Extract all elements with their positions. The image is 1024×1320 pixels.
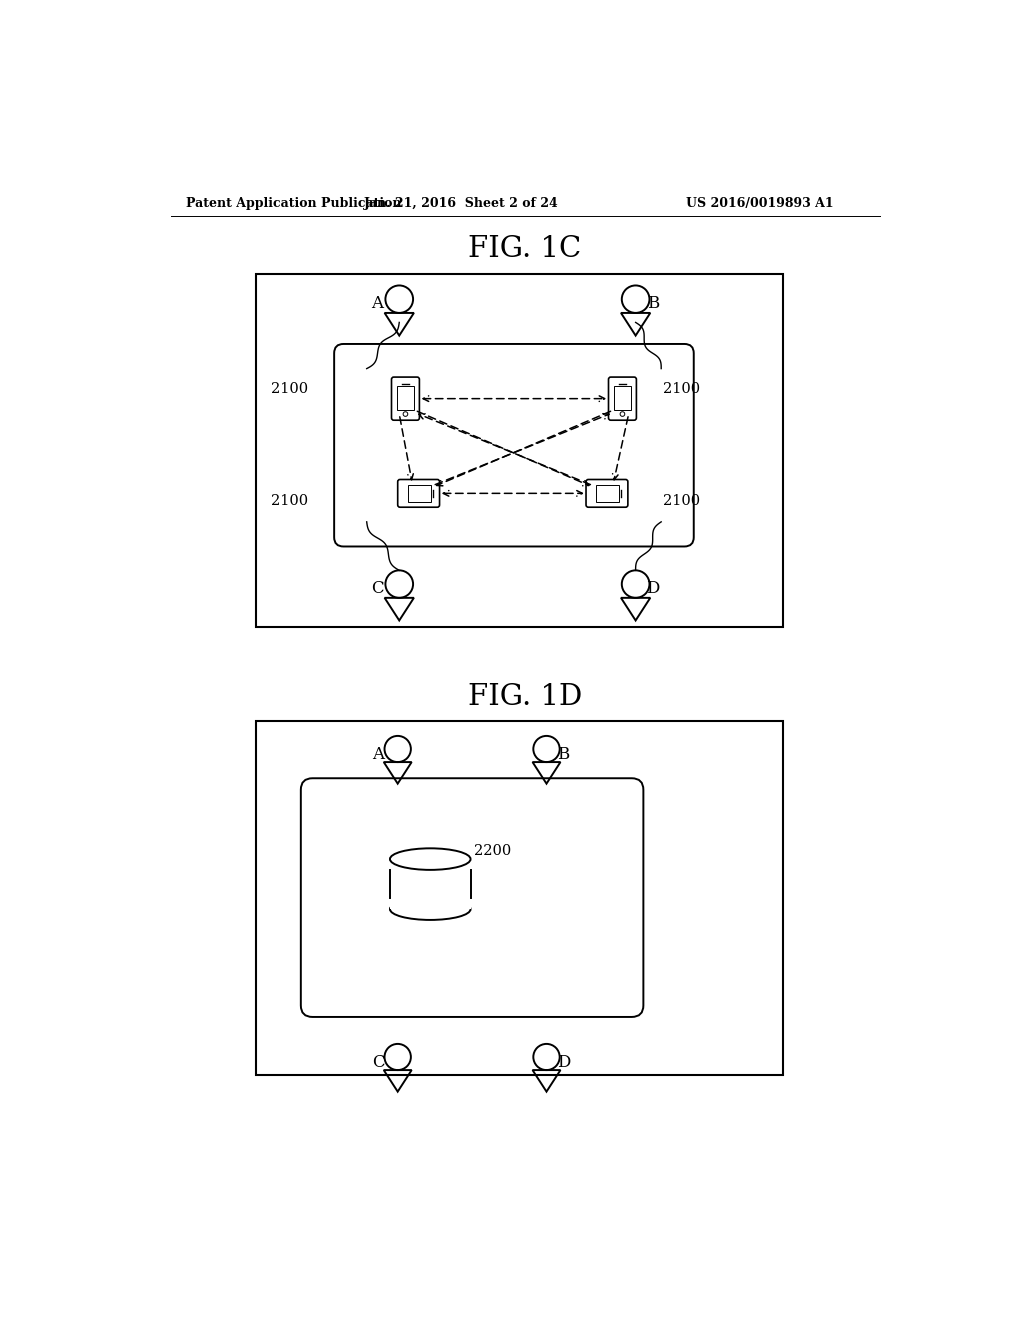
Ellipse shape bbox=[390, 849, 471, 870]
Text: B: B bbox=[646, 296, 658, 313]
Bar bbox=[596, 484, 620, 502]
Text: Jan. 21, 2016  Sheet 2 of 24: Jan. 21, 2016 Sheet 2 of 24 bbox=[364, 197, 559, 210]
FancyBboxPatch shape bbox=[334, 345, 693, 546]
Bar bbox=[408, 484, 431, 502]
FancyBboxPatch shape bbox=[391, 378, 420, 420]
Ellipse shape bbox=[390, 899, 471, 920]
Text: C: C bbox=[372, 1053, 385, 1071]
Text: US 2016/0019893 A1: US 2016/0019893 A1 bbox=[686, 197, 834, 210]
Text: A: A bbox=[372, 296, 384, 313]
FancyBboxPatch shape bbox=[301, 779, 643, 1016]
FancyBboxPatch shape bbox=[397, 479, 439, 507]
Bar bbox=[614, 385, 631, 411]
Text: 2100: 2100 bbox=[271, 383, 308, 396]
Text: 2100: 2100 bbox=[663, 383, 699, 396]
Text: A: A bbox=[373, 746, 384, 763]
Text: FIG. 1C: FIG. 1C bbox=[468, 235, 582, 263]
FancyBboxPatch shape bbox=[608, 378, 636, 420]
Text: C: C bbox=[372, 581, 384, 598]
Bar bbox=[390, 859, 471, 909]
Text: 2100: 2100 bbox=[271, 494, 308, 508]
Text: 2100: 2100 bbox=[663, 494, 699, 508]
Text: D: D bbox=[646, 581, 659, 598]
Text: B: B bbox=[557, 746, 569, 763]
Text: FIG. 1D: FIG. 1D bbox=[468, 684, 582, 711]
Bar bbox=[397, 385, 414, 411]
Bar bbox=[256, 275, 783, 627]
Text: D: D bbox=[557, 1053, 570, 1071]
Text: Patent Application Publication: Patent Application Publication bbox=[186, 197, 401, 210]
Bar bbox=[256, 721, 783, 1074]
FancyBboxPatch shape bbox=[586, 479, 628, 507]
Text: 2200: 2200 bbox=[474, 845, 512, 858]
